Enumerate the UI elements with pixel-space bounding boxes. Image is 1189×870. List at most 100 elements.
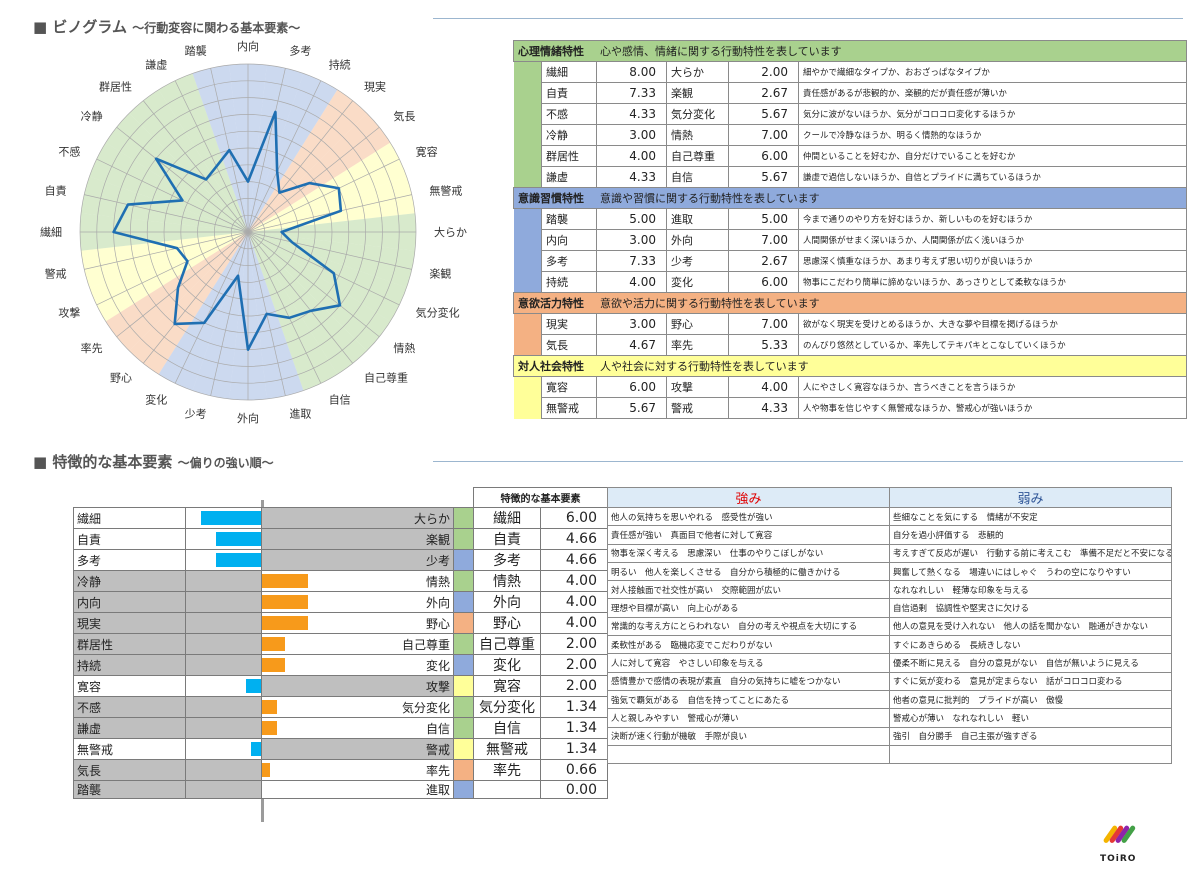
feature-left-label: 謙虚 <box>73 717 186 739</box>
bar-header-empty <box>454 488 474 508</box>
weakness-text: すぐにあきらめる 長続きしない <box>889 635 1172 655</box>
feature-bar-row: 無警戒 警戒 無警戒 1.34 <box>73 738 608 760</box>
trait-group-description: 人や社会に対する行動特性を表しています <box>600 360 809 373</box>
feature-group-swatch <box>453 549 474 571</box>
radar-series-line <box>112 110 343 351</box>
radar-spoke <box>116 126 249 233</box>
strength-text: 他人の気持ちを思いやれる 感受性が強い <box>607 506 890 527</box>
trait-left-name: 現実 <box>541 313 597 335</box>
divider-top <box>433 18 1183 19</box>
radar-axis-label: 不感 <box>58 145 80 158</box>
feature-left-bar-cell <box>185 528 262 550</box>
feature-negative-bar <box>216 532 261 546</box>
feature-positive-bar <box>262 763 270 777</box>
toiro-logo-text: TOiRO <box>1100 854 1137 864</box>
strength-text: 感情豊かで感情の表現が素直 自分の気持ちに嘘をつかない <box>607 671 890 691</box>
trait-group-stripe <box>513 313 542 335</box>
trait-table: 心理情緒特性 心や感情、情緒に関する行動特性を表しています 繊細 8.00 大らか 2.0… <box>512 40 1188 419</box>
trait-description: 物事にこだわり簡単に諦めないほうか、あっさりとして柔軟なほうか <box>797 271 1188 293</box>
radar-spoke <box>247 231 412 270</box>
radar-axis-label: 冷静 <box>81 109 103 123</box>
trait-row: 謙虚 4.33 自信 5.67 謙虚で過信しないほうか、自信とプライドに満ちているほうか <box>513 166 1188 188</box>
feature-right-bar-cell: 率先 <box>261 759 454 781</box>
weakness-header: 弱み <box>889 487 1172 508</box>
toiro-logo-mark-icon <box>1103 825 1136 843</box>
feature-element-name: 外向 <box>473 591 541 613</box>
feature-left-bar-cell <box>185 717 262 739</box>
radar-axis-label: 攻撃 <box>58 306 80 320</box>
trait-left-value: 4.33 <box>596 103 667 125</box>
trait-group-stripe <box>513 166 542 188</box>
divider-middle <box>433 461 1183 462</box>
trait-description: 今まで通りのやり方を好むほうか、新しいものを好むほうか <box>797 208 1188 230</box>
radar-spoke <box>247 231 322 384</box>
radar-axis-label: 外向 <box>237 411 259 425</box>
strength-text: 理想や目標が高い 向上心がある <box>607 598 890 618</box>
feature-left-bar-cell <box>185 591 262 613</box>
feature-right-bar-cell: 気分変化 <box>261 696 454 718</box>
radar-sector-群居性 <box>129 89 248 232</box>
feature-element-value: 1.34 <box>540 696 608 718</box>
trait-group-cell: 心理情緒特性 心や感情、情緒に関する行動特性を表しています <box>512 40 1188 62</box>
weakness-text: 強引 自分勝手 自己主張が強すぎる <box>889 726 1172 746</box>
feature-positive-bar <box>262 637 285 651</box>
trait-row: 群居性 4.00 自己尊重 6.00 仲間といることを好むか、自分だけでいることを好むか <box>513 145 1188 167</box>
trait-row: 踏襲 5.00 進取 5.00 今まで通りのやり方を好むほうか、新しいものを好むほうか <box>513 208 1188 230</box>
weakness-text: なれなれしい 軽薄な印象を与える <box>889 580 1172 600</box>
trait-group-name: 意識習慣特性 <box>518 192 584 205</box>
radar-spoke <box>174 80 249 233</box>
radar-axis-label: 持続 <box>329 57 351 71</box>
trait-right-name: 自己尊重 <box>666 145 729 167</box>
feature-subtitle: ～偏りの強い順～ <box>177 456 274 470</box>
trait-group-stripe <box>513 82 542 104</box>
feature-group-swatch <box>453 570 474 592</box>
trait-description: 人間関係がせまく深いほうか、人間関係が広く浅いほうか <box>797 229 1188 251</box>
radar-sector-攻撃 <box>89 232 248 322</box>
feature-right-label: 率先 <box>425 763 450 778</box>
feature-left-bar-cell <box>185 612 262 634</box>
feature-left-label: 持続 <box>73 654 186 676</box>
feature-element-value: 4.66 <box>540 528 608 550</box>
radar-sector-自己尊重 <box>248 232 367 375</box>
trait-description: 人にやさしく寛容なほうか、言うべきことを言うほうか <box>797 376 1188 398</box>
feature-right-bar-cell: 自己尊重 <box>261 633 454 655</box>
trait-right-value: 2.67 <box>728 82 799 104</box>
trait-left-value: 6.00 <box>596 376 667 398</box>
radar-axis-label: 自己尊重 <box>364 370 408 384</box>
weakness-text: 他者の意見に批判的 プライドが高い 傲慢 <box>889 689 1172 710</box>
feature-left-label: 繊細 <box>73 507 186 529</box>
feature-right-label: 気分変化 <box>401 700 450 715</box>
feature-group-swatch <box>453 717 474 739</box>
bar-header-empty <box>74 488 186 508</box>
feature-left-label: 踏襲 <box>73 779 186 800</box>
radar-spoke <box>84 231 249 270</box>
feature-right-label: 野心 <box>425 616 450 631</box>
trait-group-description: 意識や習慣に関する行動特性を表しています <box>600 192 820 205</box>
feature-element-name: 繊細 <box>473 507 541 529</box>
feature-element-name <box>473 779 541 800</box>
feature-positive-bar <box>262 700 278 714</box>
trait-left-name: 持続 <box>541 271 597 293</box>
weakness-text <box>889 744 1172 765</box>
trait-description: クールで冷静なほうか、明るく情熱的なほうか <box>797 124 1188 146</box>
trait-group-cell: 意欲活力特性 意欲や活力に関する行動特性を表しています <box>512 292 1188 314</box>
feature-left-bar-cell <box>185 738 262 760</box>
radar-sector-自信 <box>248 232 338 391</box>
radar-spoke <box>210 231 249 396</box>
feature-bar-row: 多考 少考 多考 4.66 <box>73 549 608 571</box>
radar-axis-label: 大らか <box>434 225 467 239</box>
strength-weakness-row: 対人接触面で社交性が高い 交際範囲が広い なれなれしい 軽薄な印象を与える <box>607 580 1172 600</box>
trait-left-value: 4.67 <box>596 334 667 356</box>
radar-axis-label: 気分変化 <box>416 306 460 320</box>
radar-spoke <box>247 231 380 338</box>
trait-row: 気長 4.67 率先 5.33 のんびり悠然としているか、率先してテキパキとこなしていく… <box>513 334 1188 356</box>
feature-left-label: 不感 <box>73 696 186 718</box>
feature-bar-row: 自責 楽観 自責 4.66 <box>73 528 608 550</box>
feature-group-swatch <box>453 779 474 800</box>
weakness-text: 他人の意見を受け入れない 他人の話を聞かない 融通がきかない <box>889 616 1172 637</box>
feature-right-bar-cell: 変化 <box>261 654 454 676</box>
radar-spoke <box>96 158 249 233</box>
trait-right-value: 6.00 <box>728 271 799 293</box>
trait-group-header: 心理情緒特性 心や感情、情緒に関する行動特性を表しています <box>512 40 1188 62</box>
radar-sector-野心 <box>129 232 248 375</box>
